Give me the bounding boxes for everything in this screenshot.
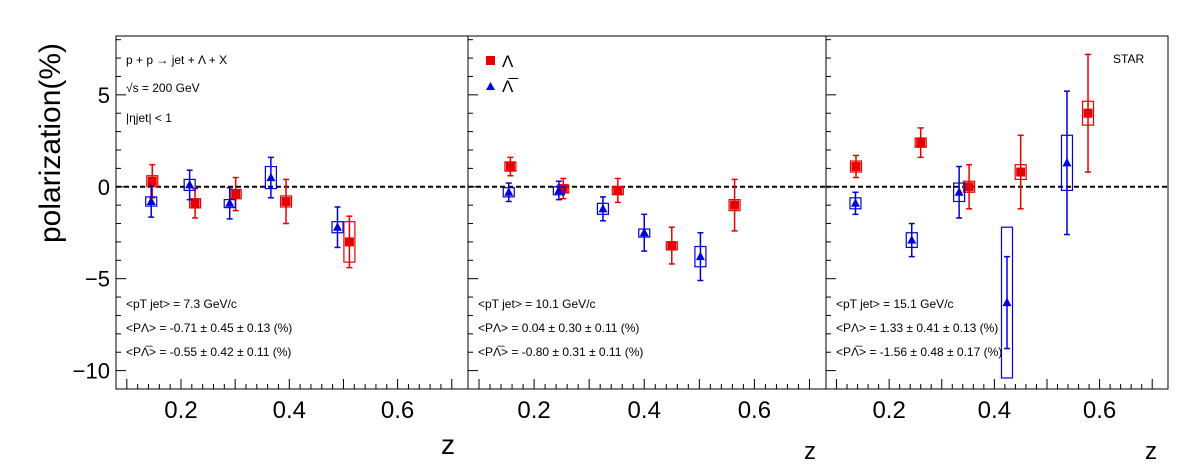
legend-antilambda-marker: [486, 82, 495, 90]
panel-1-lambda-point-5-sys-box: [343, 221, 356, 263]
panel-2-lambda-point-5-sys-box: [728, 199, 741, 212]
panel-3-pt-label: <pT jet> = 15.1 GeV/c: [836, 297, 954, 311]
panel-3-lambda-point-2-sys-box: [914, 137, 927, 148]
panel-1-lambda-point-2-sys-box: [188, 198, 202, 209]
panel-2-antilambda-point-4-marker: [639, 227, 649, 237]
panel-3-antilambda-point-5-marker: [1062, 157, 1072, 167]
panel-3-antilambda-point-3-marker: [954, 187, 964, 196]
eta-cut-label: |ηjet| < 1: [126, 111, 172, 125]
panel-frames: [115, 35, 1169, 390]
panel-2-lambda-point-4-marker: [667, 241, 677, 251]
panel-3-lambda-point-1-sys-box: [849, 160, 863, 173]
panel-3-lambda-point-5-marker: [1083, 108, 1093, 118]
panel-3-lambda-point-3-marker: [964, 182, 974, 192]
panel-1-antilambda-point-1-marker: [146, 196, 156, 205]
panel-3-antilambda-point-4-sys-box: [1000, 226, 1014, 379]
legend-lambda-marker: [486, 56, 495, 65]
panel-2-antilambda-point-3-marker: [598, 203, 608, 213]
panel-3-lambda-point-3-sys-box: [963, 180, 976, 193]
panel-3-lambda-point-4-sys-box: [1014, 164, 1027, 181]
panel-3-pantilambda-label: <PΛ̅> = -1.56 ± 0.48 ± 0.17 (%): [836, 345, 1002, 359]
panel-3-lambda-point-4-marker: [1016, 167, 1026, 177]
panel-1-antilambda-point-4-marker: [266, 172, 276, 182]
panel-3-antilambda-point-2-marker: [907, 235, 917, 244]
panel-1-antilambda-point-5-sys-box: [331, 221, 344, 234]
panel-3-antilambda-point-4-marker: [1002, 297, 1012, 307]
panel-3-lambda-point-1-marker: [851, 162, 861, 172]
reaction-label: p + p → jet + Λ + X: [126, 53, 227, 67]
x-axis-label-panel-3: z: [1145, 438, 1157, 465]
energy-label: √s = 200 GeV: [126, 81, 200, 95]
panel-1-y-tick-label: −10: [73, 359, 110, 384]
panel-1-lambda-point-4-sys-box: [279, 195, 293, 208]
panel-1-y-tick-label: 5: [98, 83, 110, 108]
panel-1-lambda-point-5-marker: [344, 237, 354, 247]
panel-1-antilambda-point-3-marker: [225, 198, 235, 207]
panel-1-plambda-label: <PΛ> = -0.71 ± 0.45 ± 0.13 (%): [126, 321, 292, 335]
panel-2-lambda-point-1-marker: [505, 162, 515, 172]
panel-2-antilambda-point-5-sys-box: [694, 245, 707, 268]
x-axis-label-panel-2: z: [804, 438, 816, 465]
panel-1-lambda-point-1-sys-box: [146, 175, 159, 188]
panel-3-x-tick-label: 0.4: [978, 397, 1011, 424]
panel-1-pt-label: <pT jet> = 7.3 GeV/c: [126, 297, 237, 311]
panel-1-x-tick-label: 0.6: [381, 397, 414, 424]
panel-2-pantilambda-label: <PΛ̅> = -0.80 ± 0.31 ± 0.11 (%): [478, 345, 643, 359]
panel-1-antilambda-point-5-marker: [332, 222, 342, 231]
panel-1-lambda-point-3-marker: [231, 189, 241, 199]
legend-lambda-label: Λ: [502, 52, 514, 71]
panel-3-frame: [825, 35, 1169, 390]
panel-3-antilambda-point-1-sys-box: [849, 197, 862, 210]
y-axis-label: polarization(%): [34, 43, 67, 243]
panel-1-antilambda-point-2-sys-box: [183, 178, 196, 192]
panel-1-pantilambda-label: <PΛ̅> = -0.55 ± 0.42 ± 0.11 (%): [126, 345, 291, 359]
panel-2-frame: [467, 35, 827, 390]
panel-1-y-tick-label: 0: [98, 175, 110, 200]
experiment-label: STAR: [1113, 52, 1144, 66]
panel-2-plambda-label: <PΛ> = 0.04 ± 0.30 ± 0.11 (%): [478, 321, 639, 335]
panel-2-lambda-point-1-sys-box: [504, 161, 517, 172]
panel-2-antilambda-point-5-marker: [695, 251, 705, 261]
panel-1-antilambda-point-2-marker: [185, 179, 195, 189]
panel-3-antilambda-point-3-sys-box: [953, 182, 966, 203]
panel-2-pt-label: <pT jet> = 10.1 GeV/c: [478, 297, 596, 311]
legend-antilambda-label: Λ̅: [502, 77, 518, 96]
panel-1-lambda-point-1-marker: [147, 176, 157, 186]
legend: Λ Λ̅: [486, 52, 518, 96]
panel-2-lambda-point-3-marker: [613, 185, 623, 195]
panel-2-antilambda-point-3-sys-box: [596, 202, 610, 215]
panel-1-antilambda-point-4-sys-box: [264, 165, 277, 190]
panel-3-lambda-point-5-sys-box: [1081, 100, 1095, 126]
axis-ticks: 0.2 0.4 0.6 5 0 −5 −10 0.2 0.4 0.6 0.2 0.4 0.6: [73, 39, 1153, 424]
panel-1-lambda-point-4-marker: [281, 196, 291, 206]
x-axis-label-panel-1: z: [441, 429, 455, 460]
panel-2-x-tick-label: 0.6: [738, 397, 771, 424]
panel-2-lambda-point-5-marker: [730, 200, 740, 210]
panel-3-x-tick-label: 0.6: [1083, 397, 1116, 424]
panel-1-y-tick-label: −5: [85, 267, 110, 292]
panel-3-x-tick-label: 0.2: [872, 397, 905, 424]
panel-2-antilambda-point-1-marker: [504, 187, 514, 196]
data-marks: [145, 53, 1095, 379]
panel-2-antilambda-point-2-marker: [554, 185, 564, 194]
panel-3-antilambda-point-2-sys-box: [905, 232, 918, 249]
panel-2-x-tick-label: 0.2: [517, 397, 550, 424]
panel-3-antilambda-point-1-marker: [850, 198, 860, 207]
panel-3-lambda-point-2-marker: [916, 138, 926, 148]
panel-2-lambda-point-2-marker: [558, 184, 568, 194]
panel-1-x-tick-label: 0.4: [273, 397, 306, 424]
panel-3-antilambda-point-5-sys-box: [1060, 134, 1074, 192]
panel-1-lambda-point-2-marker: [190, 198, 200, 208]
panel-2-x-tick-label: 0.4: [628, 397, 661, 424]
panel-1-x-tick-label: 0.2: [164, 397, 197, 424]
panel-3-plambda-label: <PΛ> = 1.33 ± 0.41 ± 0.13 (%): [836, 321, 998, 335]
